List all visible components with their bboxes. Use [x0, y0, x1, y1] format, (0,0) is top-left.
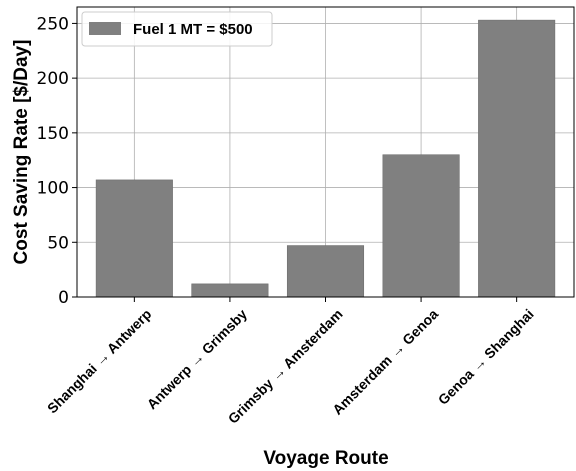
x-tick-label: Shanghai → Antwerp — [44, 306, 155, 417]
bar — [286, 245, 365, 298]
y-tick-label: 50 — [47, 233, 69, 253]
legend-swatch — [89, 22, 121, 35]
y-tick-label: 0 — [58, 288, 69, 308]
y-tick-label: 100 — [37, 179, 69, 199]
legend-box — [81, 11, 273, 47]
y-tick-label: 150 — [37, 124, 69, 144]
x-tick-label: Genoa → Shanghai — [435, 306, 537, 408]
bar — [478, 19, 556, 298]
y-axis-ticks: 0 50 100 150 200 250 — [37, 14, 77, 308]
x-axis-label: Voyage Route — [263, 448, 388, 469]
x-tick-label: Antwerp → Grimsby — [144, 306, 251, 413]
y-tick-label: 200 — [37, 69, 69, 89]
legend-entry-label: Fuel 1 MT = $500 — [133, 21, 253, 38]
bars — [95, 19, 556, 298]
bar — [191, 283, 269, 298]
bar — [382, 154, 460, 298]
bar — [95, 179, 173, 298]
x-tick-label: Amsterdam → Genoa — [329, 306, 441, 418]
y-tick-label: 250 — [37, 14, 69, 34]
y-axis-label: Cost Saving Rate [$/Day] — [11, 40, 32, 265]
legend: Fuel 1 MT = $500 — [81, 11, 273, 47]
